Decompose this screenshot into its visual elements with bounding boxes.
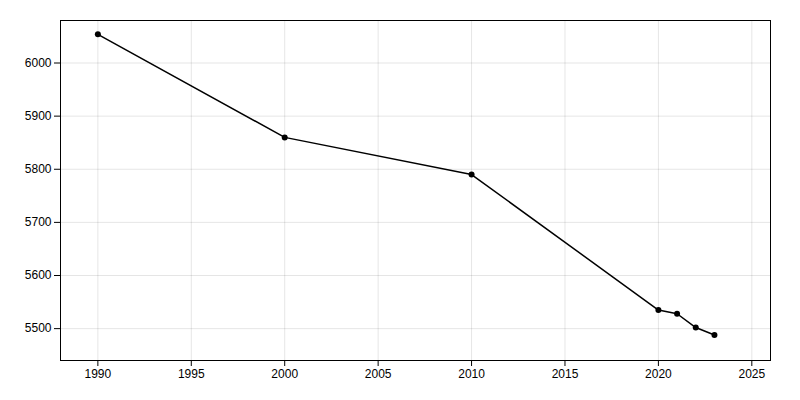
svg-text:1995: 1995 [178,367,205,381]
svg-text:6000: 6000 [25,56,52,70]
svg-text:5800: 5800 [25,162,52,176]
svg-text:2005: 2005 [365,367,392,381]
svg-text:5700: 5700 [25,215,52,229]
svg-text:5500: 5500 [25,321,52,335]
svg-text:1990: 1990 [85,367,112,381]
svg-text:5600: 5600 [25,268,52,282]
svg-text:2020: 2020 [645,367,672,381]
svg-text:2025: 2025 [738,367,765,381]
svg-text:2010: 2010 [458,367,485,381]
svg-text:5900: 5900 [25,109,52,123]
svg-text:2015: 2015 [552,367,579,381]
svg-text:2000: 2000 [271,367,298,381]
